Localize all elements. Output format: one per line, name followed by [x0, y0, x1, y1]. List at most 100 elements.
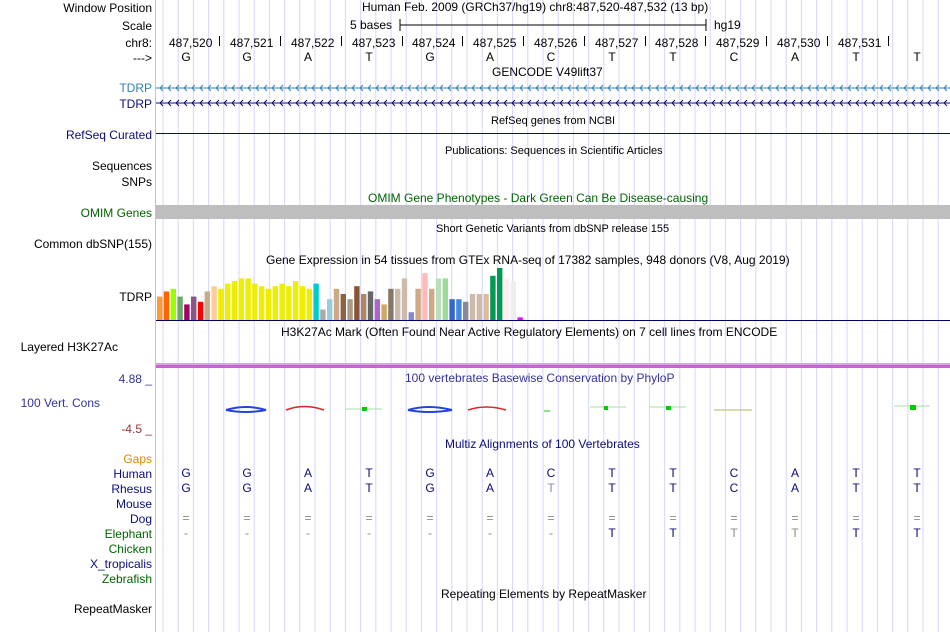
alignment-base: G	[425, 466, 435, 480]
strand-chevron	[335, 99, 340, 107]
ruler-tick-label: 487,527	[595, 36, 639, 50]
species-label-human[interactable]: Human	[113, 467, 152, 481]
repeatmasker-track-title: Repeating Elements by RepeatMasker	[441, 587, 647, 601]
ruler-tick-label: 487,522	[291, 36, 335, 50]
track-data-area[interactable]: Human Feb. 2009 (GRCh37/hg19) chr8:487,5…	[156, 0, 950, 632]
snps-track-label[interactable]: SNPs	[121, 175, 152, 189]
ruler-tick-mark	[827, 36, 828, 46]
alignment-base: -	[428, 526, 432, 540]
alignment-base: -	[488, 526, 492, 540]
gtex-track-label[interactable]: TDRP	[119, 290, 152, 304]
ruler-tick-mark	[584, 36, 585, 46]
ruler-tick-label: 487,531	[838, 36, 882, 50]
conservation-track-label[interactable]: 100 Vert. Cons	[20, 396, 100, 410]
strand-chevron	[535, 99, 540, 107]
strand-chevron	[767, 99, 772, 107]
gencode-gene-lines[interactable]	[156, 0, 950, 120]
alignment-base: =	[730, 511, 738, 525]
gtex-tissue-bar	[395, 288, 401, 320]
strand-chevron	[783, 99, 788, 107]
gtex-tissue-bar	[218, 288, 224, 320]
strand-chevron	[799, 84, 804, 92]
species-label-zebrafish[interactable]: Zebrafish	[101, 572, 152, 586]
gtex-tissue-bar	[388, 288, 394, 320]
gtex-tissue-bar	[245, 278, 251, 320]
strand-chevron	[887, 99, 892, 107]
strand-chevron	[607, 84, 612, 92]
refseq-track-label[interactable]: RefSeq Curated	[65, 128, 152, 142]
strand-chevron	[207, 84, 212, 92]
strand-chevron	[935, 84, 940, 92]
strand-chevron	[511, 84, 516, 92]
strand-chevron	[447, 84, 452, 92]
strand-chevron	[447, 99, 452, 107]
alignment-base: T	[913, 481, 921, 495]
alignment-base: T	[608, 481, 616, 495]
h3k27ac-signal-top[interactable]	[156, 363, 950, 365]
strand-chevron	[479, 99, 484, 107]
alignment-base: A	[790, 481, 799, 495]
gtex-tissue-bar	[184, 304, 190, 320]
species-label-dog[interactable]: Dog	[129, 512, 152, 526]
strand-chevron	[919, 84, 924, 92]
alignment-base: A	[303, 466, 312, 480]
strand-chevron	[207, 99, 212, 107]
alignment-base: T	[547, 481, 555, 495]
species-label-mouse[interactable]: Mouse	[115, 497, 152, 511]
conservation-wiggle[interactable]	[156, 0, 950, 420]
strand-chevron	[487, 84, 492, 92]
species-label-elephant[interactable]: Elephant	[104, 527, 152, 541]
strand-chevron	[367, 99, 372, 107]
strand-chevron	[247, 99, 252, 107]
alignment-base: G	[242, 466, 252, 480]
strand-chevron	[735, 84, 740, 92]
strand-chevron	[815, 99, 820, 107]
strand-chevron	[575, 99, 580, 107]
strand-chevron	[471, 99, 476, 107]
gtex-tissue-bar	[238, 278, 244, 320]
strand-chevron	[175, 99, 180, 107]
strand-chevron	[263, 84, 268, 92]
omim-track-label[interactable]: OMIM Genes	[80, 206, 152, 220]
strand-chevron	[719, 84, 724, 92]
cons-max-label: 4.88 _	[118, 372, 152, 386]
gtex-tissue-bar	[327, 299, 333, 320]
strand-chevron	[895, 99, 900, 107]
strand-chevron	[335, 84, 340, 92]
dbsnp-track-label[interactable]: Common dbSNP(155)	[33, 237, 152, 251]
strand-chevron	[431, 99, 436, 107]
refseq-gene-line[interactable]	[156, 133, 950, 134]
gtex-tissue-bar	[374, 299, 380, 320]
alignment-base: =	[608, 511, 616, 525]
strand-chevron	[495, 84, 500, 92]
strand-chevron	[831, 84, 836, 92]
gencode-gene-label-1[interactable]: TDRP	[119, 81, 152, 95]
strand-chevron	[559, 99, 564, 107]
ruler-base: G	[181, 50, 191, 64]
strand-chevron	[551, 99, 556, 107]
h3k27ac-track-label[interactable]: Layered H3K27Ac	[20, 340, 118, 354]
strand-chevron	[559, 84, 564, 92]
gencode-gene-label-2[interactable]: TDRP	[119, 97, 152, 111]
strand-chevron	[567, 84, 572, 92]
ruler-base: T	[608, 50, 616, 64]
strand-chevron	[407, 84, 412, 92]
species-label-chicken[interactable]: Chicken	[108, 542, 152, 556]
strand-chevron	[519, 99, 524, 107]
gtex-tissue-bar	[476, 294, 482, 320]
gtex-tissue-bar	[401, 278, 408, 320]
gtex-tissue-bar	[191, 296, 197, 320]
strand-chevron	[215, 84, 220, 92]
repeatmasker-track-label[interactable]: RepeatMasker	[73, 602, 152, 616]
gtex-bar-chart[interactable]	[156, 0, 950, 330]
strand-chevron	[591, 99, 596, 107]
alignment-base: T	[913, 466, 921, 480]
alignment-base: =	[547, 511, 555, 525]
publications-track-label[interactable]: Sequences	[91, 159, 152, 173]
h3k27ac-signal[interactable]	[156, 365, 950, 368]
gtex-tissue-bar	[429, 288, 435, 320]
species-label-x_tropicalis[interactable]: X_tropicalis	[89, 557, 152, 571]
species-label-rhesus[interactable]: Rhesus	[111, 482, 152, 496]
omim-gene-bar[interactable]	[156, 205, 950, 219]
